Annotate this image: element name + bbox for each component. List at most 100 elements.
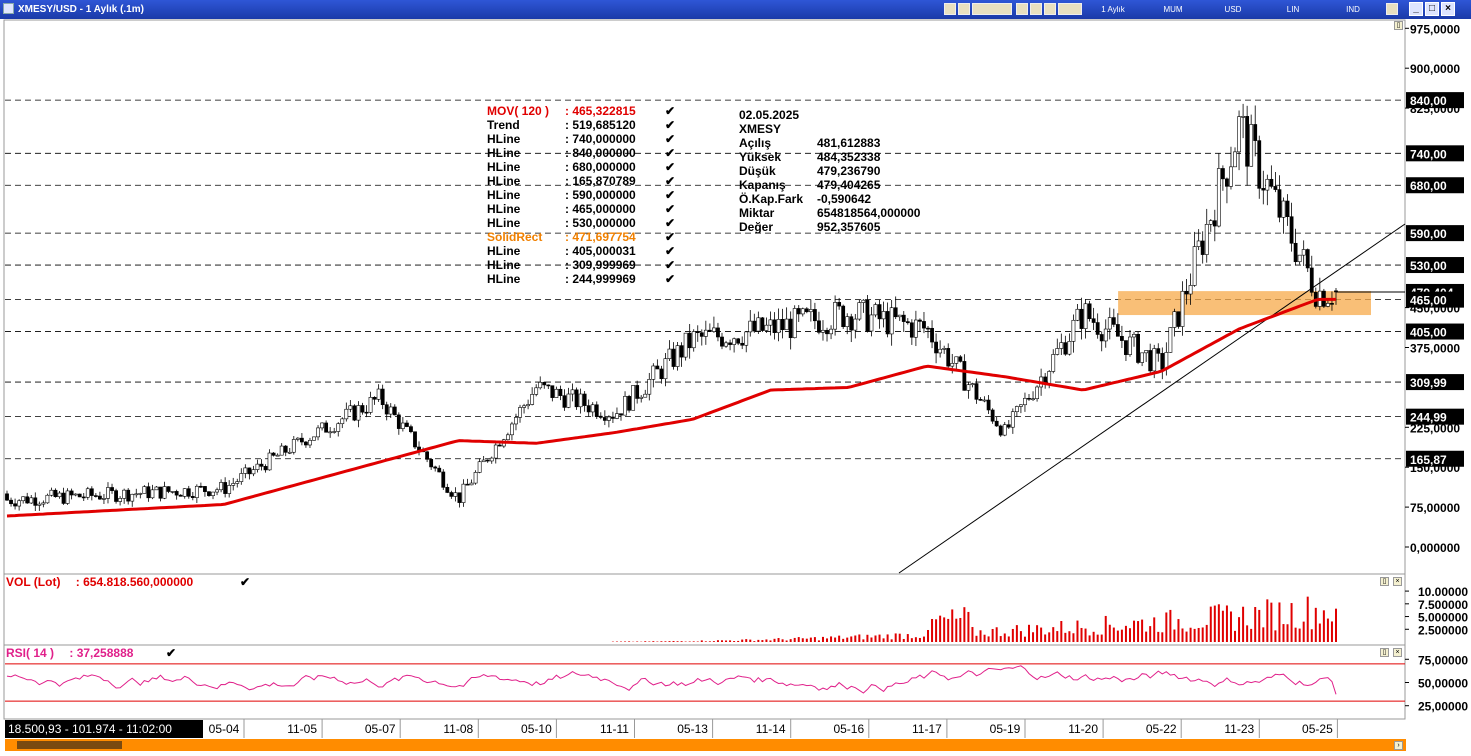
candle-body[interactable] bbox=[780, 319, 785, 331]
rsi-check-icon[interactable]: ✔ bbox=[166, 646, 177, 660]
candle-body[interactable] bbox=[1079, 308, 1084, 329]
volume-bar[interactable] bbox=[1124, 625, 1127, 642]
candle-body[interactable] bbox=[396, 414, 401, 429]
candle-body[interactable] bbox=[958, 356, 963, 362]
volume-bar[interactable] bbox=[1306, 596, 1309, 642]
candle-body[interactable] bbox=[223, 482, 228, 494]
candle-body[interactable] bbox=[166, 486, 171, 492]
volume-bar[interactable] bbox=[1258, 609, 1261, 642]
candle-body[interactable] bbox=[825, 329, 829, 335]
candle-body[interactable] bbox=[853, 318, 858, 331]
candle-body[interactable] bbox=[1063, 342, 1068, 355]
volume-bar[interactable] bbox=[793, 637, 796, 642]
candle-body[interactable] bbox=[1047, 371, 1052, 384]
volume-bar[interactable] bbox=[652, 641, 655, 642]
candle-body[interactable] bbox=[1212, 220, 1217, 227]
candle-body[interactable] bbox=[675, 345, 680, 367]
candle-body[interactable] bbox=[1002, 424, 1007, 436]
candle-body[interactable] bbox=[821, 329, 825, 333]
candle-body[interactable] bbox=[1188, 285, 1193, 295]
volume-bar[interactable] bbox=[777, 638, 780, 642]
volume-bar[interactable] bbox=[1019, 631, 1022, 642]
volume-bar[interactable] bbox=[987, 636, 990, 642]
volume-bar[interactable] bbox=[939, 615, 942, 642]
candle-body[interactable] bbox=[461, 483, 466, 503]
candle-body[interactable] bbox=[255, 463, 260, 470]
volume-bar[interactable] bbox=[1246, 625, 1249, 642]
volume-bar[interactable] bbox=[680, 641, 683, 642]
volume-bar[interactable] bbox=[1270, 602, 1273, 642]
period-selector[interactable]: 1 Aylık bbox=[1101, 5, 1125, 14]
volume-bar[interactable] bbox=[745, 639, 748, 642]
volume-bar[interactable] bbox=[688, 641, 691, 642]
scrollbar-thumb[interactable] bbox=[17, 741, 122, 749]
indicator-selector[interactable]: IND bbox=[1346, 5, 1360, 14]
candle-body[interactable] bbox=[263, 466, 268, 471]
volume-bar[interactable] bbox=[729, 640, 732, 642]
volume-bar[interactable] bbox=[846, 637, 849, 642]
candle-body[interactable] bbox=[1107, 317, 1112, 330]
candle-body[interactable] bbox=[29, 497, 34, 504]
candle-body[interactable] bbox=[429, 459, 434, 468]
volume-bar[interactable] bbox=[826, 638, 829, 642]
candle-body[interactable] bbox=[77, 493, 82, 498]
candle-body[interactable] bbox=[817, 320, 821, 333]
volume-bar[interactable] bbox=[1314, 607, 1317, 642]
candle-body[interactable] bbox=[505, 434, 510, 441]
candle-body[interactable] bbox=[170, 491, 175, 493]
candle-body[interactable] bbox=[1192, 246, 1197, 286]
candle-body[interactable] bbox=[481, 459, 486, 463]
candle-body[interactable] bbox=[712, 327, 716, 332]
candle-body[interactable] bbox=[81, 496, 86, 499]
check-icon[interactable]: ✔ bbox=[665, 174, 676, 188]
candle-body[interactable] bbox=[287, 451, 292, 454]
volume-bar[interactable] bbox=[1088, 635, 1091, 642]
candle-body[interactable] bbox=[1087, 303, 1092, 319]
candle-body[interactable] bbox=[1071, 319, 1076, 342]
candle-body[interactable] bbox=[239, 473, 244, 482]
volume-bar[interactable] bbox=[1310, 629, 1313, 642]
volume-bar[interactable] bbox=[797, 637, 800, 642]
candle-body[interactable] bbox=[699, 332, 704, 337]
candle-body[interactable] bbox=[1200, 240, 1205, 255]
candle-body[interactable] bbox=[497, 444, 502, 447]
candle-body[interactable] bbox=[437, 467, 442, 473]
candle-body[interactable] bbox=[154, 486, 159, 491]
candle-body[interactable] bbox=[1233, 151, 1237, 168]
volume-bar[interactable] bbox=[1064, 632, 1067, 642]
candle-body[interactable] bbox=[663, 358, 668, 380]
candle-body[interactable] bbox=[606, 416, 611, 421]
candle-body[interactable] bbox=[409, 426, 413, 433]
candle-body[interactable] bbox=[837, 302, 842, 307]
check-icon[interactable]: ✔ bbox=[665, 202, 676, 216]
candle-body[interactable] bbox=[1132, 334, 1136, 338]
volume-bar[interactable] bbox=[1165, 612, 1168, 642]
candle-body[interactable] bbox=[45, 494, 50, 504]
candle-body[interactable] bbox=[905, 321, 910, 324]
volume-bar[interactable] bbox=[809, 637, 812, 642]
candle-body[interactable] bbox=[251, 469, 256, 475]
volume-bar[interactable] bbox=[1290, 603, 1293, 642]
volume-bar[interactable] bbox=[1056, 631, 1059, 642]
candle-body[interactable] bbox=[25, 496, 30, 504]
volume-bar[interactable] bbox=[1076, 620, 1079, 642]
volume-bar[interactable] bbox=[878, 634, 881, 642]
candle-body[interactable] bbox=[1273, 186, 1278, 190]
candle-body[interactable] bbox=[744, 331, 749, 346]
volume-bar[interactable] bbox=[866, 634, 869, 642]
volume-bar[interactable] bbox=[830, 636, 833, 642]
candle-body[interactable] bbox=[594, 404, 599, 417]
candle-body[interactable] bbox=[53, 489, 58, 498]
candle-body[interactable] bbox=[73, 493, 78, 496]
volume-bar[interactable] bbox=[1266, 599, 1269, 642]
candle-body[interactable] bbox=[554, 388, 559, 398]
candle-body[interactable] bbox=[340, 418, 345, 425]
maximize-icon[interactable]: □ bbox=[1425, 2, 1439, 16]
volume-bar[interactable] bbox=[821, 636, 824, 642]
rsi-restore-icon[interactable]: ▯ bbox=[1380, 648, 1389, 657]
candle-body[interactable] bbox=[312, 436, 316, 441]
candle-body[interactable] bbox=[1184, 290, 1189, 295]
candle-body[interactable] bbox=[990, 409, 995, 422]
candle-body[interactable] bbox=[445, 487, 450, 493]
volume-bar[interactable] bbox=[1177, 619, 1180, 642]
